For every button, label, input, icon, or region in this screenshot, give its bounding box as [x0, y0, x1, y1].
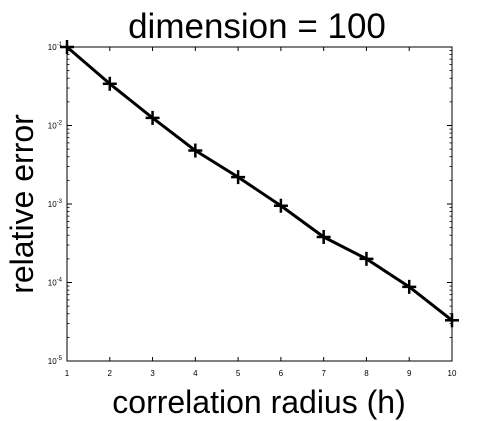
data-point-10	[445, 313, 459, 328]
data-point-9	[402, 279, 417, 294]
x-tick-label: 3	[150, 369, 155, 378]
y-tick-label: 10-1	[48, 42, 63, 52]
data-point-3	[145, 110, 160, 125]
series-layer	[60, 40, 459, 328]
x-axis-label: correlation radius (h)	[112, 384, 405, 420]
y-tick-base: 10	[48, 279, 57, 288]
x-tick-label: 2	[108, 369, 113, 378]
y-tick-label: 10-5	[48, 356, 63, 366]
y-tick-exponent: -3	[57, 199, 63, 205]
y-tick-label: 10-4	[48, 278, 63, 288]
y-tick-base: 10	[48, 200, 57, 209]
data-point-5	[231, 170, 246, 185]
x-tick-label: 9	[407, 369, 412, 378]
y-tick-label: 10-2	[48, 121, 63, 131]
y-tick-base: 10	[48, 357, 57, 366]
data-point-6	[273, 198, 288, 213]
y-axis-label: relative error	[4, 114, 40, 294]
data-point-1	[60, 40, 74, 54]
data-point-8	[359, 251, 374, 266]
y-tick-exponent: -4	[57, 278, 63, 284]
y-tick-base: 10	[48, 122, 57, 131]
series-line-0	[66, 45, 453, 322]
y-tick-exponent: -5	[57, 356, 63, 362]
x-tick-label: 4	[193, 369, 198, 378]
x-tick-label: 8	[364, 369, 369, 378]
x-tick-label: 10	[448, 369, 457, 378]
x-axis: 1 2 3 4 5 6 7 8 9 10	[65, 47, 457, 378]
y-tick-label: 10-3	[48, 199, 63, 209]
y-tick-exponent: -2	[57, 121, 63, 127]
x-tick-label: 7	[321, 369, 326, 378]
data-point-4	[188, 143, 203, 158]
data-point-2	[102, 76, 117, 91]
x-tick-label: 5	[236, 369, 241, 378]
y-tick-base: 10	[48, 43, 57, 52]
x-tick-label: 1	[65, 369, 70, 378]
y-axis: 10-110-210-310-410-5	[48, 42, 452, 366]
x-tick-label: 6	[279, 369, 284, 378]
y-tick-exponent: -1	[57, 42, 63, 48]
chart-title: dimension = 100	[128, 7, 386, 46]
data-point-7	[316, 229, 331, 244]
